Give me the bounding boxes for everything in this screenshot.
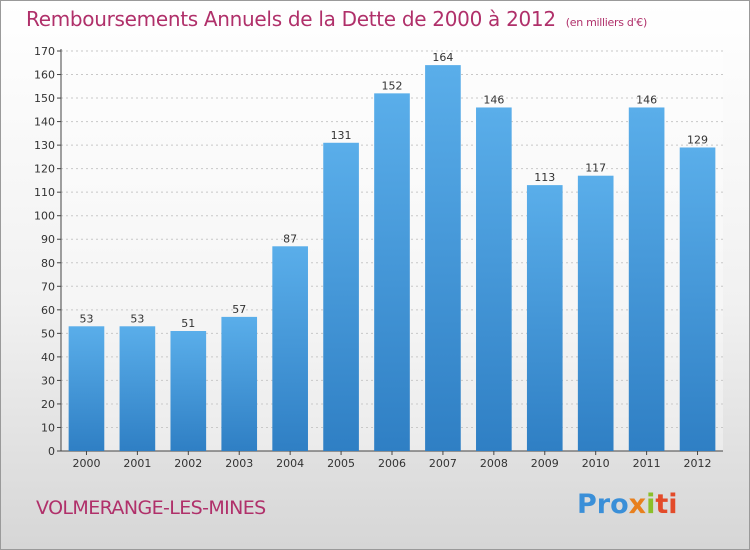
y-tick-label: 60 bbox=[41, 304, 55, 317]
x-tick-label: 2009 bbox=[531, 457, 559, 470]
bar bbox=[425, 65, 461, 451]
proxiti-logo: Proxiti bbox=[577, 489, 678, 520]
y-tick-label: 40 bbox=[41, 351, 55, 364]
y-tick-label: 70 bbox=[41, 280, 55, 293]
bar bbox=[170, 331, 207, 451]
chart-title-text: Remboursements Annuels de la Dette de 20… bbox=[26, 7, 556, 31]
y-tick-label: 170 bbox=[34, 45, 55, 58]
x-tick-label: 2005 bbox=[327, 457, 355, 470]
data-label: 146 bbox=[483, 93, 504, 106]
y-tick-label: 110 bbox=[34, 186, 55, 199]
bar bbox=[221, 316, 258, 451]
y-tick-label: 120 bbox=[34, 163, 55, 176]
unit-label: (en milliers d'€) bbox=[565, 16, 647, 29]
y-tick-label: 160 bbox=[34, 69, 55, 82]
bar bbox=[272, 246, 308, 451]
x-tick-label: 2001 bbox=[123, 457, 151, 470]
bar bbox=[526, 185, 563, 451]
bar bbox=[628, 107, 665, 452]
bar bbox=[476, 107, 512, 452]
y-tick-label: 100 bbox=[34, 210, 55, 223]
data-label: 146 bbox=[636, 93, 657, 106]
logo-part: ti bbox=[655, 489, 678, 520]
data-label: 117 bbox=[585, 162, 606, 175]
data-label: 131 bbox=[331, 129, 352, 142]
data-label: 113 bbox=[534, 171, 555, 184]
logo-part: x bbox=[628, 489, 647, 520]
y-tick-label: 90 bbox=[41, 233, 55, 246]
x-tick-label: 2006 bbox=[378, 457, 406, 470]
x-tick-label: 2011 bbox=[633, 457, 661, 470]
y-tick-label: 150 bbox=[34, 92, 55, 105]
data-label: 152 bbox=[382, 79, 403, 92]
data-label: 129 bbox=[687, 133, 708, 146]
x-tick-label: 2000 bbox=[72, 457, 100, 470]
logo-part: i bbox=[646, 489, 656, 520]
x-tick-label: 2012 bbox=[684, 457, 712, 470]
data-label: 53 bbox=[79, 312, 93, 325]
data-label: 87 bbox=[283, 232, 297, 245]
bar bbox=[374, 93, 410, 452]
bar bbox=[679, 147, 716, 451]
city-name: VOLMERANGE-LES-MINES bbox=[36, 497, 266, 519]
y-tick-label: 10 bbox=[41, 421, 55, 434]
x-tick-label: 2002 bbox=[174, 457, 202, 470]
y-tick-label: 30 bbox=[41, 374, 55, 387]
data-label: 53 bbox=[130, 312, 144, 325]
data-label: 57 bbox=[232, 303, 246, 316]
data-label: 51 bbox=[181, 317, 195, 330]
x-tick-label: 2003 bbox=[225, 457, 253, 470]
y-tick-label: 50 bbox=[41, 327, 55, 340]
y-tick-label: 140 bbox=[34, 116, 55, 129]
bar bbox=[577, 175, 614, 452]
x-tick-label: 2008 bbox=[480, 457, 508, 470]
bar bbox=[323, 142, 359, 451]
chart-title: Remboursements Annuels de la Dette de 20… bbox=[26, 7, 647, 31]
bar bbox=[119, 326, 156, 451]
x-tick-label: 2007 bbox=[429, 457, 457, 470]
logo-part: Pro bbox=[577, 489, 629, 520]
data-label: 164 bbox=[432, 51, 453, 64]
x-tick-label: 2004 bbox=[276, 457, 304, 470]
bar bbox=[68, 326, 105, 451]
y-tick-label: 20 bbox=[41, 398, 55, 411]
y-tick-label: 130 bbox=[34, 139, 55, 152]
y-tick-label: 0 bbox=[48, 445, 55, 458]
x-tick-label: 2010 bbox=[582, 457, 610, 470]
y-tick-label: 80 bbox=[41, 257, 55, 270]
